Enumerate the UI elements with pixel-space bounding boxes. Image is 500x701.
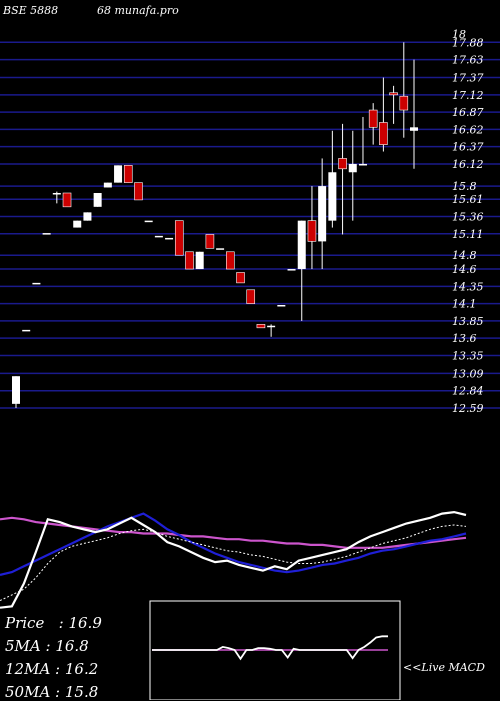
candle-body bbox=[328, 172, 337, 221]
candle-body bbox=[236, 272, 245, 284]
candle-body bbox=[205, 234, 215, 249]
ma-short-line bbox=[0, 524, 467, 602]
ma12-readout: 12MA : 16.2 bbox=[5, 660, 99, 678]
ma-medium-line bbox=[0, 512, 467, 576]
candle-body bbox=[42, 233, 51, 235]
y-tick-label: 14.1 bbox=[452, 298, 477, 311]
candle-body bbox=[134, 182, 143, 201]
candle-body bbox=[174, 220, 184, 256]
candle-body bbox=[216, 248, 225, 250]
candle-body bbox=[277, 304, 286, 307]
candle-body bbox=[226, 251, 235, 270]
macd-live-label: <<Live MACD bbox=[403, 661, 485, 674]
candle-body bbox=[318, 186, 327, 242]
y-tick-label: 13.6 bbox=[452, 332, 477, 345]
y-tick-label: 13.09 bbox=[452, 367, 484, 380]
candle-body bbox=[389, 92, 398, 96]
candle-body bbox=[93, 193, 102, 207]
candle-body bbox=[123, 165, 133, 183]
candle-body bbox=[103, 182, 112, 188]
site-label: 68 munafa.pro bbox=[97, 4, 179, 17]
y-tick-label: 18 bbox=[452, 28, 466, 41]
candle-body bbox=[22, 329, 31, 332]
y-tick-label: 13.35 bbox=[452, 349, 484, 362]
candle-body bbox=[114, 165, 123, 183]
y-tick-label: 17.88 bbox=[452, 36, 484, 49]
candle-body bbox=[348, 163, 357, 173]
candle-body bbox=[154, 235, 163, 238]
price-line bbox=[0, 510, 467, 609]
candle-body bbox=[287, 269, 296, 271]
y-tick-label: 15.11 bbox=[452, 228, 484, 241]
y-tick-label: 14.35 bbox=[452, 280, 484, 293]
macd-panel bbox=[152, 635, 388, 661]
candle-body bbox=[52, 193, 61, 195]
price-gridlines bbox=[0, 41, 500, 409]
candle-body bbox=[379, 122, 388, 145]
y-tick-label: 14.8 bbox=[452, 249, 477, 262]
candle-body bbox=[256, 324, 266, 329]
candle-body bbox=[307, 220, 317, 242]
y-tick-label: 17.12 bbox=[452, 89, 484, 102]
ticker-label: BSE 5888 bbox=[2, 4, 58, 17]
candle-body bbox=[246, 289, 256, 304]
y-tick-label: 15.36 bbox=[452, 211, 484, 224]
y-tick-label: 16.87 bbox=[452, 106, 484, 119]
y-tick-label: 12.84 bbox=[452, 385, 484, 398]
y-tick-label: 12.59 bbox=[452, 402, 484, 415]
y-tick-label: 17.63 bbox=[452, 54, 484, 67]
candle-body bbox=[195, 251, 204, 270]
candle-body bbox=[368, 109, 378, 128]
candle-body bbox=[297, 220, 306, 270]
candle-body bbox=[399, 95, 409, 111]
ma5-readout: 5MA : 16.8 bbox=[5, 637, 89, 655]
macd-panel-frame bbox=[149, 600, 401, 700]
y-tick-label: 17.37 bbox=[452, 72, 484, 85]
candle-body bbox=[32, 282, 41, 285]
moving-average-panel bbox=[0, 510, 467, 609]
y-tick-label: 14.6 bbox=[452, 263, 477, 276]
candle-body bbox=[62, 192, 72, 208]
candle-body bbox=[185, 251, 194, 270]
y-tick-label: 13.85 bbox=[452, 315, 484, 328]
candle-body bbox=[338, 158, 347, 170]
price-readout: Price : 16.9 bbox=[5, 614, 102, 632]
candle-body bbox=[12, 376, 20, 404]
y-tick-label: 15.8 bbox=[452, 180, 477, 193]
macd-line bbox=[152, 635, 388, 661]
candle-body bbox=[83, 212, 92, 221]
macd-live-tag: <<Live MACD bbox=[403, 661, 485, 674]
candle-body bbox=[267, 325, 276, 328]
y-tick-label: 16.12 bbox=[452, 158, 484, 171]
candle-body bbox=[358, 163, 367, 166]
y-tick-label: 16.37 bbox=[452, 141, 484, 154]
candle-body bbox=[410, 127, 418, 131]
ma50-readout: 50MA : 15.8 bbox=[5, 683, 99, 701]
y-tick-label: 15.61 bbox=[452, 193, 484, 206]
candlestick-series bbox=[12, 42, 418, 408]
candle-body bbox=[165, 237, 174, 240]
y-tick-label: 16.62 bbox=[452, 123, 484, 136]
candle-body bbox=[73, 220, 82, 228]
candle-body bbox=[144, 220, 153, 223]
